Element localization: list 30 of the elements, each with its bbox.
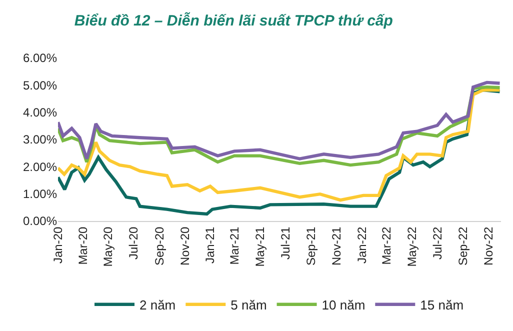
x-tick-label: Jul-21 <box>278 226 292 260</box>
x-tick-label: May-21 <box>253 226 268 267</box>
y-tick-label: 0.00% <box>22 214 58 228</box>
x-tick-label: Jul-20 <box>126 226 141 260</box>
legend-label: 10 năm <box>322 297 366 312</box>
y-tick-label: 6.00% <box>22 51 58 66</box>
x-tick-label: Nov-22 <box>481 226 496 266</box>
x-tick-label: May-20 <box>101 226 116 267</box>
chart-title: Biểu đồ 12 – Diễn biến lãi suất TPCP thứ cấp <box>74 11 393 30</box>
y-tick-label: 1.00% <box>22 187 58 202</box>
legend-label: 5 năm <box>230 297 267 312</box>
x-tick-label: May-22 <box>404 226 419 267</box>
x-tick-label: Jan-22 <box>354 226 369 264</box>
legend-label: 2 năm <box>140 297 176 312</box>
x-tick-label: Nov-20 <box>178 226 192 266</box>
x-tick-label: Mar-22 <box>380 226 394 265</box>
y-tick-label: 2.00% <box>22 160 58 174</box>
x-tick-label: Sep-20 <box>152 226 166 266</box>
x-tick-label: Sep-21 <box>304 226 318 266</box>
x-tick-label: Mar-21 <box>228 226 242 265</box>
x-tick-label: Sep-22 <box>456 226 470 266</box>
x-tick-label: Jan-21 <box>203 226 218 264</box>
x-tick-label: Jan-20 <box>50 226 65 264</box>
x-tick-label: Jul-22 <box>430 226 444 260</box>
x-tick-label: Nov-21 <box>330 226 344 266</box>
y-tick-label: 3.00% <box>22 132 58 147</box>
y-tick-label: 4.00% <box>22 106 58 120</box>
x-tick-label: Mar-20 <box>76 226 90 265</box>
y-tick-label: 5.00% <box>22 78 58 92</box>
legend-label: 15 năm <box>420 297 464 312</box>
